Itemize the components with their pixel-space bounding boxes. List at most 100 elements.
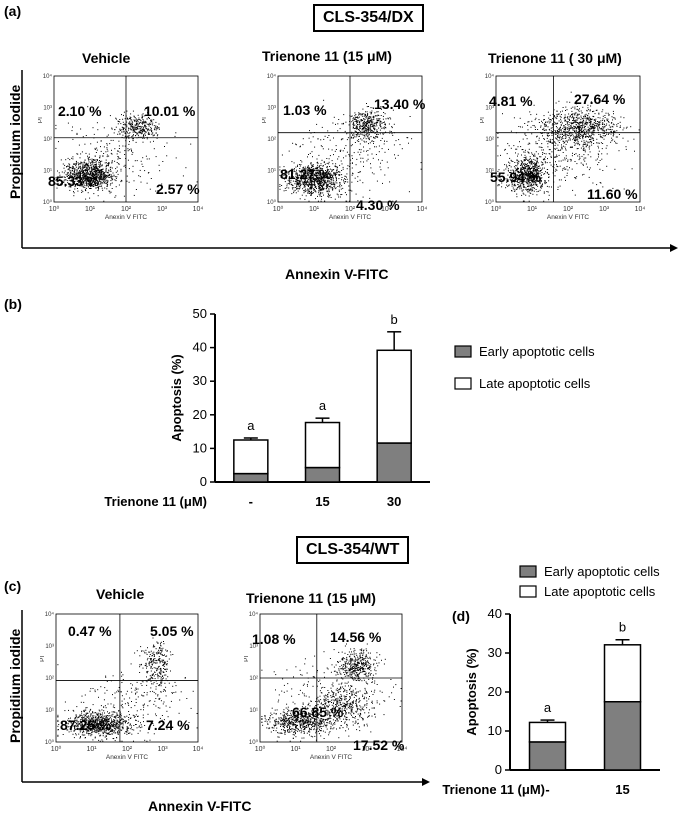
flow-plot-a3-event-dot	[596, 184, 598, 186]
flow-plot-a3-event-dot	[588, 146, 590, 148]
flow-plot-a2-event-dot	[374, 125, 376, 127]
flow-plot-a2-event-dot	[303, 181, 305, 183]
flow-plot-a3-event-dot	[598, 142, 600, 144]
flow-plot-a2-event-dot	[311, 186, 313, 188]
flow-plot-a3-event-dot	[580, 125, 582, 126]
flow-plot-a2-event-dot	[321, 176, 322, 177]
flow-plot-a2-event-dot	[328, 163, 330, 165]
flow-plot-a3-event-dot	[528, 173, 530, 174]
flow-plot-a1-event-dot	[85, 166, 87, 168]
flow-plot-a3-event-dot	[529, 161, 531, 163]
flow-plot-a2-event-dot	[315, 170, 317, 171]
flow-plot-a1-event-dot	[97, 183, 99, 184]
flow-plot-a2-event-dot	[316, 171, 318, 173]
flow-plot-a3-event-dot	[540, 186, 542, 188]
flow-plot-a3-event-dot	[576, 127, 578, 129]
flow-plot-a2-event-dot	[367, 150, 369, 151]
flow-plot-a2-event-dot	[328, 194, 329, 196]
flow-plot-a1-event-dot	[156, 127, 157, 129]
flow-plot-a1-event-dot	[77, 174, 79, 176]
flow-plot-a2-event-dot	[362, 122, 364, 124]
flow-plot-a3-event-dot	[577, 125, 579, 127]
flow-plot-a1-event-dot	[152, 122, 154, 124]
flow-plot-a3-event-dot	[541, 185, 543, 187]
flow-plot-a3-event-dot	[531, 159, 533, 161]
flow-plot-a3-event-dot	[522, 181, 524, 183]
flow-plot-a1-event-dot	[124, 123, 126, 125]
flow-plot-a2-event-dot	[369, 126, 371, 128]
flow-plot-a1-event-dot	[80, 181, 82, 183]
flow-plot-a2-event-dot	[344, 176, 346, 177]
flow-plot-a3-event-dot	[625, 146, 627, 148]
flow-plot-a3-event-dot	[599, 123, 601, 125]
flow-plot-a2-event-dot	[288, 173, 290, 175]
flow-plot-a3-event-dot	[513, 117, 515, 119]
flow-plot-a3-event-dot	[535, 181, 537, 183]
flow-plot-a3-event-dot	[557, 113, 559, 115]
flow-plot-a1-event-dot	[87, 183, 89, 185]
flow-plot-a2-event-dot	[287, 179, 289, 181]
flow-plot-a2-event-dot	[328, 169, 330, 171]
flow-plot-a1-event-dot	[93, 178, 95, 180]
flow-plot-a1-event-dot	[82, 163, 84, 165]
flow-plot-a2-event-dot	[356, 158, 358, 160]
flow-plot-a2-event-dot	[320, 165, 322, 166]
flow-plot-a1-event-dot	[138, 117, 140, 119]
flow-plot-a2-event-dot	[312, 184, 314, 186]
flow-plot-a3-event-dot	[548, 128, 550, 130]
flow-plot-a2-event-dot	[333, 181, 335, 183]
flow-plot-a1-event-dot	[88, 167, 90, 169]
flow-plot-a2-event-dot	[301, 175, 303, 176]
flow-plot-a3-event-dot	[543, 167, 545, 169]
flow-plot-a2-event-dot	[357, 120, 359, 122]
flow-plot-a2-event-dot	[335, 166, 337, 168]
flow-plot-a3-event-dot	[535, 169, 537, 171]
flow-plot-a2-event-dot	[290, 179, 292, 181]
flow-plot-a3-event-dot	[596, 125, 598, 127]
flow-plot-a2-event-dot	[298, 183, 300, 184]
flow-plot-a3-event-dot	[525, 157, 526, 159]
flow-plot-a2-event-dot	[342, 187, 344, 189]
flow-plot-a3-event-dot	[529, 167, 530, 169]
flow-plot-a2-event-dot	[335, 175, 336, 176]
flow-plot-a3-event-dot	[547, 169, 549, 170]
flow-plot-a1-event-dot	[124, 154, 126, 155]
flow-plot-a2-event-dot	[296, 172, 298, 174]
flow-plot-c1-event-dot	[121, 726, 123, 728]
flow-plot-a3-event-dot	[572, 123, 574, 124]
flow-plot-a3-event-dot	[585, 116, 586, 117]
flow-plot-c1-event-dot	[124, 716, 126, 718]
flow-plot-a3-event-dot	[523, 193, 525, 195]
flow-plot-a2-event-dot	[313, 175, 315, 177]
flow-plot-a3-event-dot	[528, 168, 530, 170]
b-y-tick-label: 20	[193, 407, 207, 422]
flow-plot-a3-event-dot	[516, 159, 518, 161]
flow-plot-a3-event-dot	[580, 121, 581, 123]
flow-plot-a2-event-dot	[351, 174, 353, 176]
flow-plot-a1-event-dot	[97, 183, 98, 185]
flow-plot-a3-event-dot	[605, 125, 607, 126]
flow-plot-a2-event-dot	[316, 172, 318, 174]
flow-plot-a2-event-dot	[354, 112, 356, 114]
flow-plot-a1-event-dot	[118, 148, 120, 149]
flow-plot-a1-event-dot	[93, 178, 95, 180]
flow-plot-a2-event-dot	[409, 116, 411, 117]
flow-plot-a3-event-dot	[535, 141, 537, 143]
flow-plot-a1-event-dot	[143, 129, 145, 130]
flow-plot-a2-event-dot	[344, 147, 345, 149]
flow-plot-a3-event-dot	[536, 135, 538, 137]
flow-plot-a2-event-dot	[299, 187, 301, 189]
flow-plot-a2-event-dot	[370, 107, 372, 109]
flow-plot-a3-event-dot	[540, 174, 542, 176]
flow-plot-a1-event-dot	[139, 130, 141, 132]
flow-plot-a2-event-dot	[336, 167, 338, 168]
flow-plot-a2-event-dot	[362, 128, 363, 129]
flow-plot-a1-event-dot	[97, 172, 99, 174]
flow-plot-a1-event-dot	[138, 119, 140, 120]
flow-plot-a3-event-dot	[509, 176, 511, 178]
flow-plot-a2-event-dot	[293, 168, 295, 170]
flow-plot-a1-event-dot	[92, 163, 94, 165]
flow-plot-a3-event-dot	[534, 129, 536, 130]
flow-plot-a1-event-dot	[80, 168, 82, 170]
flow-plot-a1-event-dot	[74, 180, 76, 182]
